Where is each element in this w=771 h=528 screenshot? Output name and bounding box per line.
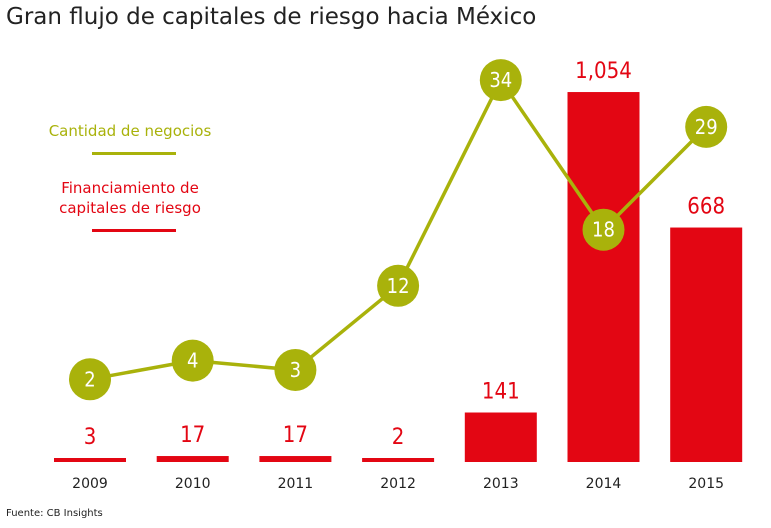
x-tick-2012: 2012: [380, 476, 416, 492]
bar-label-2009: 3: [84, 425, 97, 450]
legend-label-funding: Financiamiento de capitales de riesgo: [20, 178, 240, 218]
x-tick-2010: 2010: [175, 476, 211, 492]
source-note: Fuente: CB Insights: [6, 508, 103, 519]
deals-label-2013: 34: [489, 68, 512, 92]
legend-funding-text-1: Financiamiento de: [61, 179, 199, 197]
x-tick-2015: 2015: [688, 476, 724, 492]
chart-title: Gran flujo de capitales de riesgo hacia …: [6, 4, 537, 30]
bar-2014: [567, 92, 640, 463]
legend-deals-text: Cantidad de negocios: [48, 122, 212, 140]
bar-2012: [362, 458, 435, 462]
x-tick-2009: 2009: [72, 476, 108, 492]
bar-2011: [259, 456, 332, 462]
legend-label-deals: Cantidad de negocios: [30, 121, 230, 141]
deals-point-2012: [377, 264, 420, 307]
bar-label-2013: 141: [482, 380, 520, 405]
bar-label-2015: 668: [687, 195, 725, 220]
legend-funding-text-2: capitales de riesgo: [59, 199, 201, 217]
deals-point-2010: [171, 339, 214, 382]
deals-label-2015: 29: [695, 115, 718, 139]
x-tick-2014: 2014: [586, 476, 622, 492]
bar-2010: [156, 456, 229, 462]
deals-label-2012: 12: [387, 274, 410, 298]
legend-line-deals: [92, 152, 176, 155]
bar-2015: [670, 227, 743, 462]
bar-2009: [54, 458, 126, 462]
x-tick-2013: 2013: [483, 476, 519, 492]
deals-point-2013: [479, 59, 522, 102]
x-tick-2011: 2011: [278, 476, 314, 492]
deals-label-2010: 4: [187, 349, 198, 373]
deals-label-2011: 3: [290, 358, 301, 382]
deals-point-2011: [274, 348, 317, 391]
deals-label-2009: 2: [84, 367, 95, 391]
bar-label-2014: 1,054: [575, 59, 632, 84]
legend-line-funding: [92, 229, 176, 232]
bar-label-2011: 17: [283, 423, 308, 448]
bar-2013: [464, 412, 537, 462]
deals-label-2014: 18: [592, 218, 615, 242]
bar-label-2012: 2: [392, 425, 405, 450]
deals-point-2009: [69, 358, 111, 401]
deals-point-2014: [582, 208, 625, 251]
deals-point-2015: [685, 105, 728, 148]
bar-label-2010: 17: [180, 423, 205, 448]
